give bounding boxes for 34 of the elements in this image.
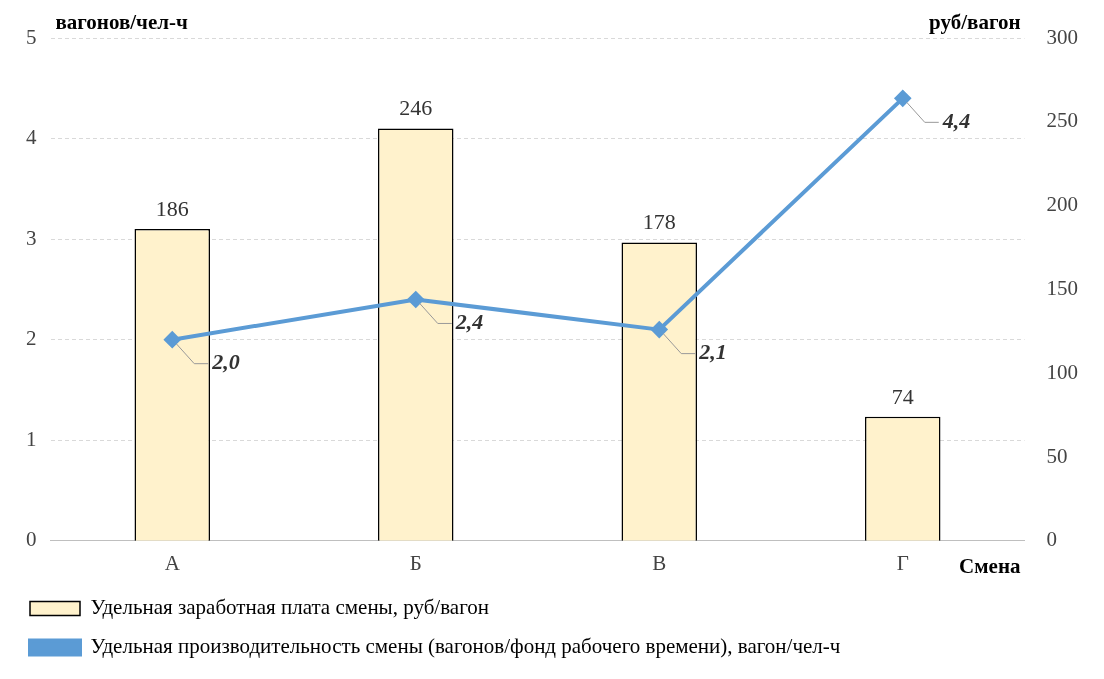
point [651,321,668,338]
x-tick-label: Б [409,550,422,575]
y2-tick-label: 50 [1046,443,1068,468]
data-label: 2,1 [698,339,727,365]
y2-tick-label: 100 [1046,359,1078,384]
data-label: 246 [399,95,433,121]
data-label: 2,4 [454,309,484,335]
x-tick-label: А [164,550,181,575]
y2-tick-label: 250 [1046,108,1078,133]
legend-label: Удельная заработная плата смены, руб/вагон [90,595,489,620]
point [164,331,181,348]
y-tick-label: 4 [26,125,37,150]
data-label: 74 [891,383,914,409]
y-tick-label: 0 [26,527,37,552]
y-tick-label: 1 [26,426,37,451]
y-tick-label: 3 [26,225,37,250]
y2-tick-label: 300 [1046,24,1078,49]
y-tick-label: 2 [26,326,37,351]
y2-tick-label: 200 [1046,192,1078,217]
y-axis-title: вагонов/чел-ч [55,9,189,34]
data-label: 4,4 [941,108,971,134]
data-label: 186 [155,195,189,221]
y2-tick-label: 0 [1046,527,1057,552]
x-tick-label: В [652,550,667,575]
legend-label: Удельная производительность смены (вагонов/фонд рабочего времени), вагон/чел-ч [90,634,841,659]
y-tick-label: 5 [26,24,37,49]
y2-axis-title: руб/вагон [929,9,1021,34]
x-tick-label: Г [896,550,909,575]
y2-tick-label: 150 [1046,275,1078,300]
point [894,90,911,107]
data-label: 178 [642,209,676,235]
x-axis-title: Смена [959,553,1021,578]
data-label: 2,0 [211,349,240,375]
point [407,291,424,308]
